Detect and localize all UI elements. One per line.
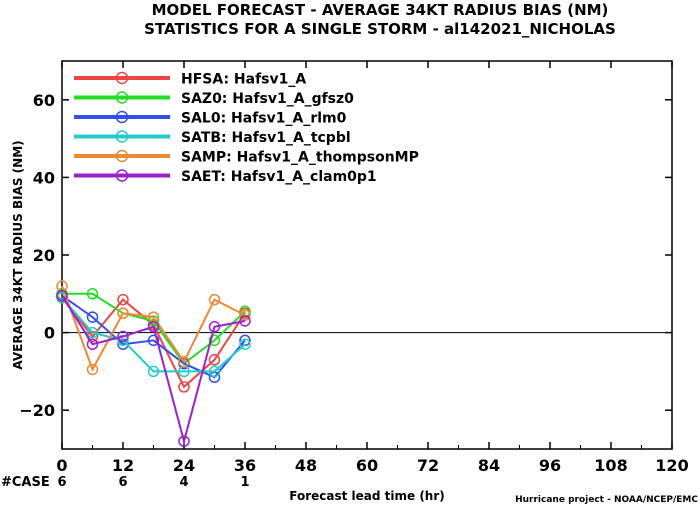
data-point	[208, 321, 221, 333]
x-tick-label: 84	[478, 456, 500, 475]
data-point	[56, 289, 68, 302]
series-line-3	[61, 297, 246, 373]
series-line-2	[61, 294, 246, 379]
x-tick-label: 0	[56, 456, 67, 475]
y-axis-label: AVERAGE 34KT RADIUS BIAS (NM)	[11, 140, 25, 369]
legend-label: SAMP: Hafsv1_A_thompsonMP	[181, 150, 419, 166]
legend-label: SATB: Hafsv1_A_tcpbl	[181, 130, 351, 146]
chart-subtitle: STATISTICS FOR A SINGLE STORM - al142021…	[144, 20, 616, 38]
x-tick-label: 60	[356, 456, 378, 475]
case-count-value: 1	[240, 475, 249, 490]
data-point	[86, 363, 99, 376]
case-count-value: 6	[118, 475, 127, 490]
legend-label: SAET: Hafsv1_A_clam0p1	[181, 169, 377, 185]
y-tick-label: 20	[33, 246, 55, 265]
data-point	[147, 365, 160, 378]
data-point	[86, 311, 99, 323]
data-point	[208, 365, 221, 378]
x-tick-label: 24	[173, 456, 195, 475]
series-line-0	[61, 297, 246, 389]
x-tick-label: 48	[295, 456, 317, 475]
case-count-label: #CASE	[1, 475, 50, 490]
data-point	[239, 338, 251, 350]
legend-label: HFSA: Hafsv1_A	[181, 72, 306, 88]
legend-swatch-marker	[115, 71, 129, 85]
x-tick-label: 36	[234, 456, 256, 475]
data-point	[86, 338, 99, 350]
x-tick-label: 108	[594, 456, 627, 475]
data-point	[178, 381, 190, 393]
series-line-1	[62, 292, 246, 366]
series-line-5	[61, 295, 246, 446]
data-point	[239, 309, 251, 321]
data-point	[117, 307, 129, 319]
data-point	[178, 435, 190, 447]
y-tick-label: 40	[33, 168, 55, 187]
x-tick-label: 72	[417, 456, 439, 475]
y-tick-label: −20	[19, 401, 55, 420]
plot-frame	[61, 60, 673, 450]
case-count-value: 6	[57, 475, 66, 490]
data-point	[147, 321, 160, 333]
x-tick-label: 12	[112, 456, 134, 475]
legend-swatch-marker	[115, 91, 129, 104]
data-point	[86, 288, 99, 300]
legend-swatch-marker	[115, 130, 129, 143]
data-point	[208, 293, 221, 306]
data-point	[117, 293, 129, 306]
legend-swatch-marker	[115, 149, 129, 163]
data-point	[208, 354, 221, 366]
data-point	[117, 330, 129, 343]
legend-swatch-marker	[115, 110, 129, 124]
x-axis-label: Forecast lead time (hr)	[289, 489, 445, 503]
data-point	[178, 355, 190, 368]
x-tick-label: 120	[655, 456, 688, 475]
credit-text: Hurricane project - NOAA/NCEP/EMC	[515, 495, 698, 505]
x-tick-label: 96	[539, 456, 561, 475]
legend-label: SAL0: Hafsv1_A_rlm0	[181, 111, 347, 127]
series-line-4	[61, 285, 246, 372]
data-point	[239, 315, 251, 327]
data-point	[86, 326, 99, 339]
y-tick-label: 0	[44, 324, 55, 343]
data-point	[147, 334, 160, 347]
legend-swatch-marker	[115, 169, 129, 182]
data-point	[208, 334, 221, 347]
legend-label: SAZ0: Hafsv1_A_gfsz0	[181, 91, 354, 107]
case-count-value: 4	[179, 475, 188, 490]
y-tick-label: 60	[33, 91, 55, 110]
data-point	[117, 334, 129, 347]
chart-title: MODEL FORECAST - AVERAGE 34KT RADIUS BIA…	[152, 1, 609, 19]
